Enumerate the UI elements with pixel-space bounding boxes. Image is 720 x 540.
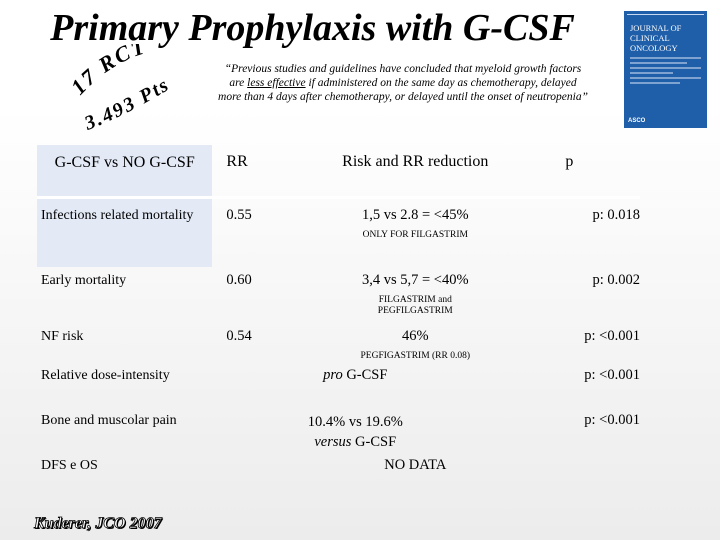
journal-name-line1: JOURNAL OF bbox=[630, 23, 682, 33]
curved-label-rct: 17 RCT bbox=[72, 44, 148, 99]
row-rr: 0.54 bbox=[226, 328, 252, 344]
slide-title: Primary Prophylaxis with G-CSF bbox=[50, 7, 575, 49]
row-label: DFS e OS bbox=[41, 458, 98, 473]
row-risk: pro G-CSF bbox=[323, 367, 388, 383]
table-row: Early mortality 0.60 3,4 vs 5,7 = <40% FI… bbox=[37, 267, 640, 322]
row-risk: 10.4% vs 19.6% versus G-CSF bbox=[307, 414, 403, 450]
table-row: DFS e OS NO DATA bbox=[37, 455, 640, 493]
quote-emphasis: less effective bbox=[247, 77, 306, 89]
row-risk: NO DATA bbox=[384, 457, 447, 473]
table-row: Infections related mortality 0.55 1,5 vs… bbox=[37, 196, 640, 267]
row-risk: 46% PEGFIGASTRIM (RR 0.08) bbox=[332, 322, 499, 365]
row-p: p: 0.002 bbox=[592, 272, 640, 288]
row-label: Bone and muscolar pain bbox=[41, 413, 177, 428]
header-rr: RR bbox=[226, 153, 248, 170]
row-risk: 1,5 vs 2.8 = <45% ONLY FOR FILGASTRIM bbox=[331, 196, 499, 267]
table-row: Relative dose-intensity pro G-CSF p: <0.… bbox=[37, 365, 640, 410]
row-rr: 0.60 bbox=[226, 272, 252, 288]
row-rr: 0.55 bbox=[212, 196, 332, 267]
row-label: Infections related mortality bbox=[37, 196, 213, 267]
citation: Kuderer, JCO 2007 bbox=[34, 515, 162, 533]
curved-label-pts: 3.493 Pts bbox=[81, 74, 174, 134]
journal-name-line3: ONCOLOGY bbox=[630, 43, 678, 53]
journal-cover-image: JOURNAL OF CLINICAL ONCOLOGY ASCO bbox=[624, 11, 707, 128]
row-p: p: <0.001 bbox=[584, 412, 640, 428]
header-comparison: G-CSF vs NO G-CSF bbox=[37, 145, 213, 198]
quote-text: “Previous studies and guidelines have co… bbox=[218, 63, 588, 103]
table-row: NF risk 0.54 46% PEGFIGASTRIM (RR 0.08) p… bbox=[37, 322, 640, 365]
results-table: G-CSF vs NO G-CSF RR Risk and RR reducti… bbox=[37, 145, 640, 493]
asco-logo: ASCO bbox=[628, 118, 646, 124]
journal-name-line2: CLINICAL bbox=[630, 33, 670, 43]
svg-text:3.493 Pts: 3.493 Pts bbox=[81, 74, 174, 134]
header-risk: Risk and RR reduction bbox=[342, 153, 489, 170]
row-note: ONLY FOR FILGASTRIM bbox=[362, 230, 468, 240]
header-p: p bbox=[565, 153, 574, 170]
row-p: p: 0.018 bbox=[498, 196, 640, 267]
row-p: p: <0.001 bbox=[584, 367, 640, 383]
row-risk: 3,4 vs 5,7 = <40% FILGASTRIM and PEGFILGA… bbox=[332, 267, 499, 322]
row-label: Early mortality bbox=[41, 273, 127, 288]
table-row: Bone and muscolar pain 10.4% vs 19.6% ver… bbox=[37, 410, 640, 455]
row-p: p: <0.001 bbox=[584, 328, 640, 344]
row-note: FILGASTRIM and PEGFILGASTRIM bbox=[377, 295, 453, 316]
row-label: NF risk bbox=[41, 329, 84, 344]
row-label: Relative dose-intensity bbox=[41, 368, 170, 383]
table-header-row: G-CSF vs NO G-CSF RR Risk and RR reducti… bbox=[37, 145, 640, 198]
row-note: PEGFIGASTRIM (RR 0.08) bbox=[360, 351, 471, 361]
